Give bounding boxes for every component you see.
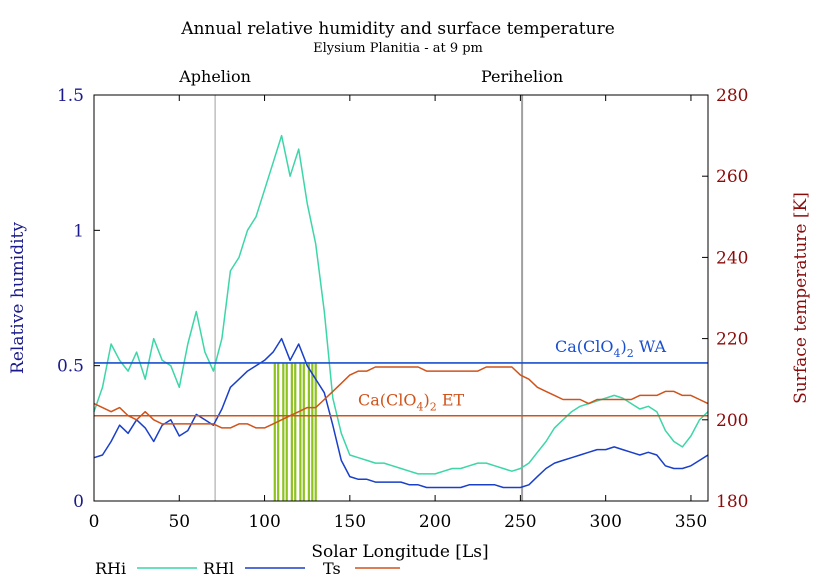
y-axis-left-label: Relative humidity	[8, 222, 28, 374]
threshold-label-part: Ca(ClO	[358, 391, 417, 410]
series-line-rhl	[93, 337, 709, 489]
y-left-tick-label: 0.5	[57, 357, 84, 377]
threshold-label-part: WA	[634, 337, 667, 356]
x-axis-label: Solar Longitude [Ls]	[311, 542, 488, 562]
highlight-bar	[285, 362, 288, 501]
highlight-bar	[311, 362, 314, 501]
highlight-bar	[282, 362, 285, 501]
threshold-label: Ca(ClO4)2 WA	[555, 337, 666, 360]
legend-label: RHi	[95, 559, 126, 578]
threshold-label-part: Ca(ClO	[555, 337, 614, 356]
threshold-label-part: 2	[627, 347, 634, 360]
threshold-label-part: 4	[417, 401, 424, 414]
x-tick-label: 100	[248, 512, 280, 532]
highlight-bar	[294, 362, 297, 501]
chart-title: Annual relative humidity and surface tem…	[180, 19, 615, 39]
highlight-bar	[299, 362, 302, 501]
marker-label: Perihelion	[481, 67, 563, 86]
y-right-tick-label: 180	[716, 492, 748, 512]
chart-subtitle: Elysium Planitia - at 9 pm	[313, 41, 483, 56]
legend-label: Ts	[323, 559, 341, 578]
x-tick-label: 250	[504, 512, 536, 532]
highlight-bar	[290, 362, 293, 501]
y-axis-right-label: Surface temperature [K]	[791, 192, 811, 404]
y-right-tick-label: 260	[716, 167, 748, 187]
highlight-bar	[314, 362, 317, 501]
y-right-tick-label: 220	[716, 330, 748, 350]
y-right-tick-label: 200	[716, 411, 748, 431]
y-left-tick-label: 1.5	[57, 86, 84, 106]
threshold-label-part: )	[621, 337, 627, 356]
threshold-label-part: )	[424, 391, 430, 410]
x-tick-label: 200	[419, 512, 451, 532]
highlight-bar	[307, 362, 311, 501]
threshold-label-part: 2	[430, 401, 437, 414]
highlight-bar	[277, 362, 280, 501]
y-left-tick-label: 0	[73, 492, 84, 512]
axes: Aphelion Perihelion 0 50 100 150 200 250 300 350 0…	[57, 67, 749, 532]
y-right-tick-label: 240	[716, 248, 748, 268]
highlight-bar	[273, 362, 276, 501]
highlight-bar	[302, 362, 305, 501]
series-line-ts	[93, 366, 709, 429]
x-tick-label: 300	[589, 512, 621, 532]
x-tick-label: 350	[675, 512, 707, 532]
threshold-label: Ca(ClO4)2 ET	[358, 391, 465, 414]
x-tick-label: 150	[334, 512, 366, 532]
threshold-label-part: ET	[437, 391, 465, 410]
x-tick-label: 0	[89, 512, 100, 532]
y-right-tick-label: 280	[716, 86, 748, 106]
series-line-rhi	[93, 134, 709, 475]
threshold-label-part: 4	[614, 347, 621, 360]
plot-frame	[93, 94, 709, 502]
x-tick-label: 50	[168, 512, 190, 532]
marker-label: Aphelion	[178, 67, 251, 86]
legend-label: RHl	[203, 559, 234, 578]
y-left-tick-label: 1	[73, 221, 84, 241]
legend: RHi RHl Ts	[95, 559, 400, 578]
